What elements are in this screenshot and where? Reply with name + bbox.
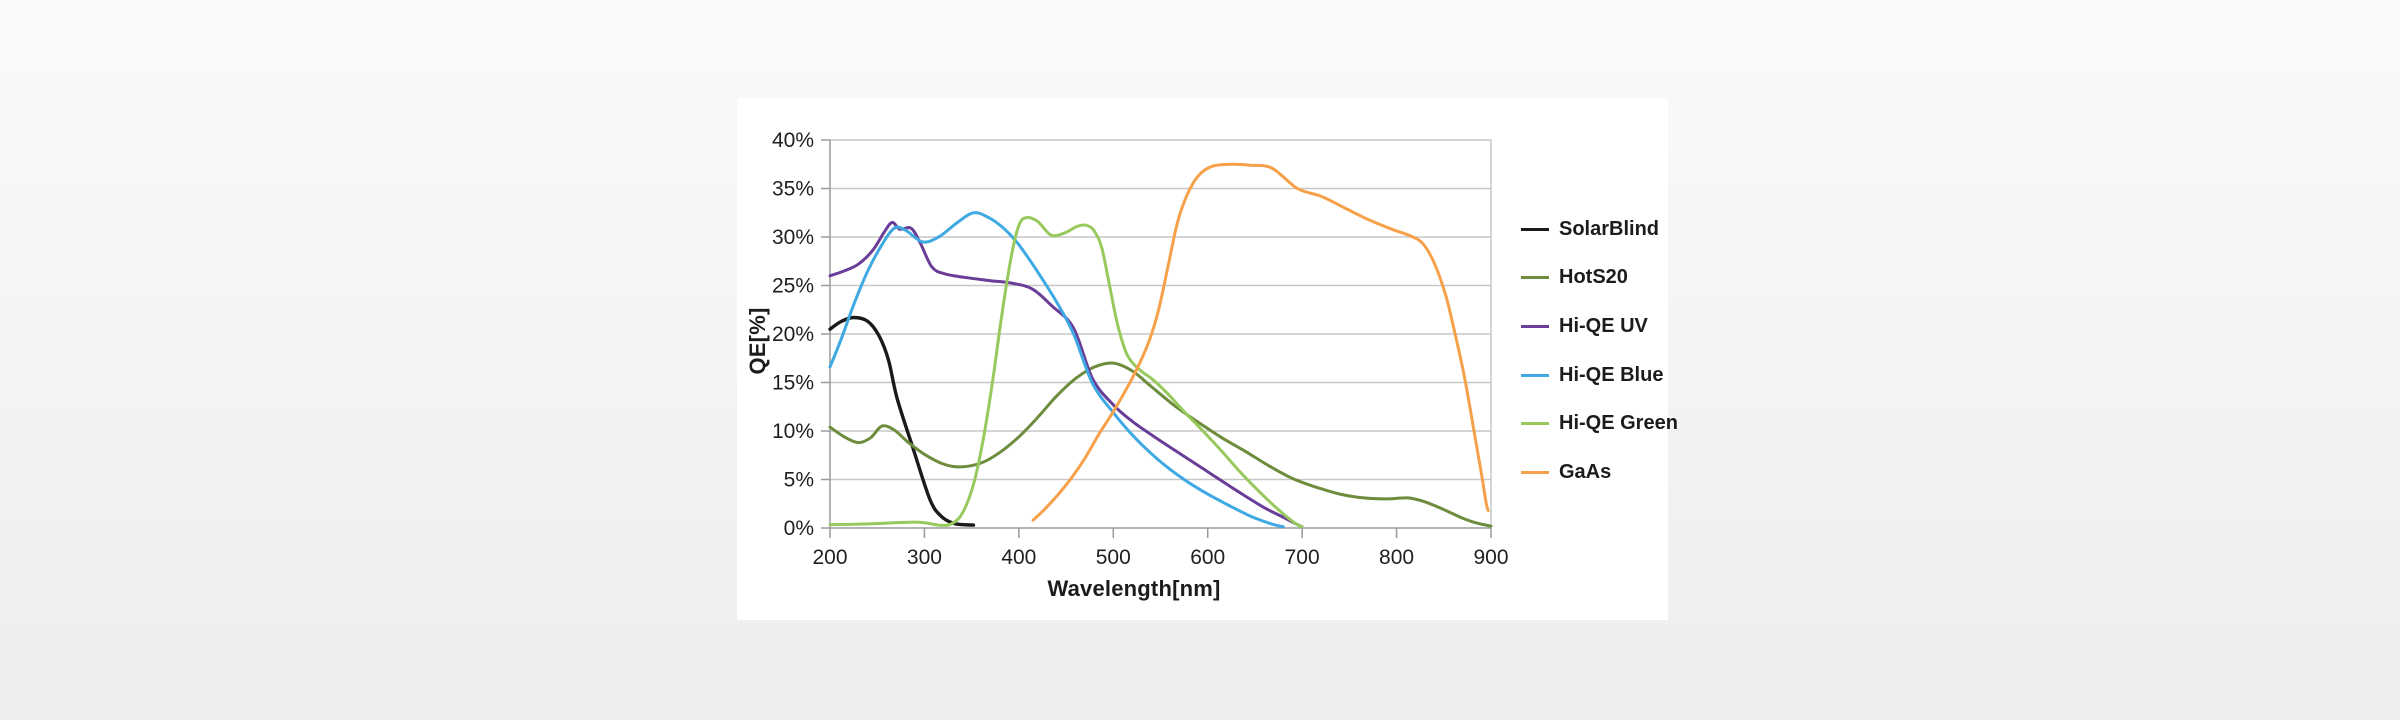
y-tick-label: 35% bbox=[772, 178, 814, 201]
legend-item: SolarBlind bbox=[1521, 205, 1671, 254]
legend-label: Hi-QE Blue bbox=[1559, 363, 1664, 386]
x-tick-label: 800 bbox=[1379, 546, 1414, 569]
legend-label: HotS20 bbox=[1559, 266, 1628, 289]
legend-label: SolarBlind bbox=[1559, 217, 1660, 240]
x-tick-label: 400 bbox=[1001, 546, 1036, 569]
y-tick-label: 0% bbox=[784, 517, 814, 540]
y-tick-label: 40% bbox=[772, 129, 814, 152]
series-curve-hi-qe-uv bbox=[828, 220, 1304, 529]
legend-swatch-gaas bbox=[1521, 470, 1549, 474]
legend-item: HotS20 bbox=[1521, 254, 1671, 303]
x-tick-label: 900 bbox=[1473, 546, 1508, 569]
legend-swatch-hi-qe-green bbox=[1521, 422, 1549, 426]
x-tick-label: 500 bbox=[1096, 546, 1131, 569]
chart-panel: 0% 5% 10% 15% 20% 25% 30% 35% 40% 200 300 400 500 600… bbox=[737, 98, 1678, 620]
legend-swatch-hots20 bbox=[1521, 276, 1549, 280]
legend-label: Hi-QE UV bbox=[1559, 314, 1648, 337]
legend-label: Hi-QE Green bbox=[1559, 412, 1678, 435]
y-tick-label: 10% bbox=[772, 420, 814, 443]
y-tick-label: 30% bbox=[772, 226, 814, 249]
series-curve-gaas bbox=[1031, 162, 1490, 522]
y-axis-title: QE[%] bbox=[745, 307, 770, 375]
x-tick-label: 700 bbox=[1285, 546, 1320, 569]
y-tick-label: 25% bbox=[772, 275, 814, 298]
legend-item: GaAs bbox=[1521, 448, 1671, 497]
legend-swatch-hi-qe-uv bbox=[1521, 324, 1549, 328]
y-tick-label: 20% bbox=[772, 323, 814, 346]
legend-item: Hi-QE UV bbox=[1521, 302, 1671, 351]
legend-swatch-solarblind bbox=[1521, 227, 1549, 231]
x-axis-title: Wavelength[nm] bbox=[1047, 576, 1221, 601]
qe-line-chart: 0% 5% 10% 15% 20% 25% 30% 35% 40% 200 300 400 500 600… bbox=[772, 129, 1509, 569]
series-curve-solarblind bbox=[828, 315, 976, 527]
legend-item: Hi-QE Green bbox=[1521, 399, 1678, 448]
legend-item: Hi-QE Blue bbox=[1521, 351, 1671, 400]
x-tick-label: 300 bbox=[907, 546, 942, 569]
legend-swatch-hi-qe-blue bbox=[1521, 373, 1549, 377]
x-tick-label: 200 bbox=[812, 546, 847, 569]
series-curve-hi-qe-blue bbox=[828, 211, 1285, 529]
legend-label: GaAs bbox=[1559, 460, 1612, 483]
y-tick-label: 5% bbox=[784, 469, 814, 492]
y-tick-label: 15% bbox=[772, 372, 814, 395]
legend: SolarBlind HotS20 Hi-QE UV Hi-QE Blue Hi… bbox=[1521, 205, 1678, 497]
series-curve-hots20 bbox=[828, 361, 1493, 528]
x-tick-label: 600 bbox=[1190, 546, 1225, 569]
series-curve-hi-qe-green bbox=[828, 215, 1304, 529]
